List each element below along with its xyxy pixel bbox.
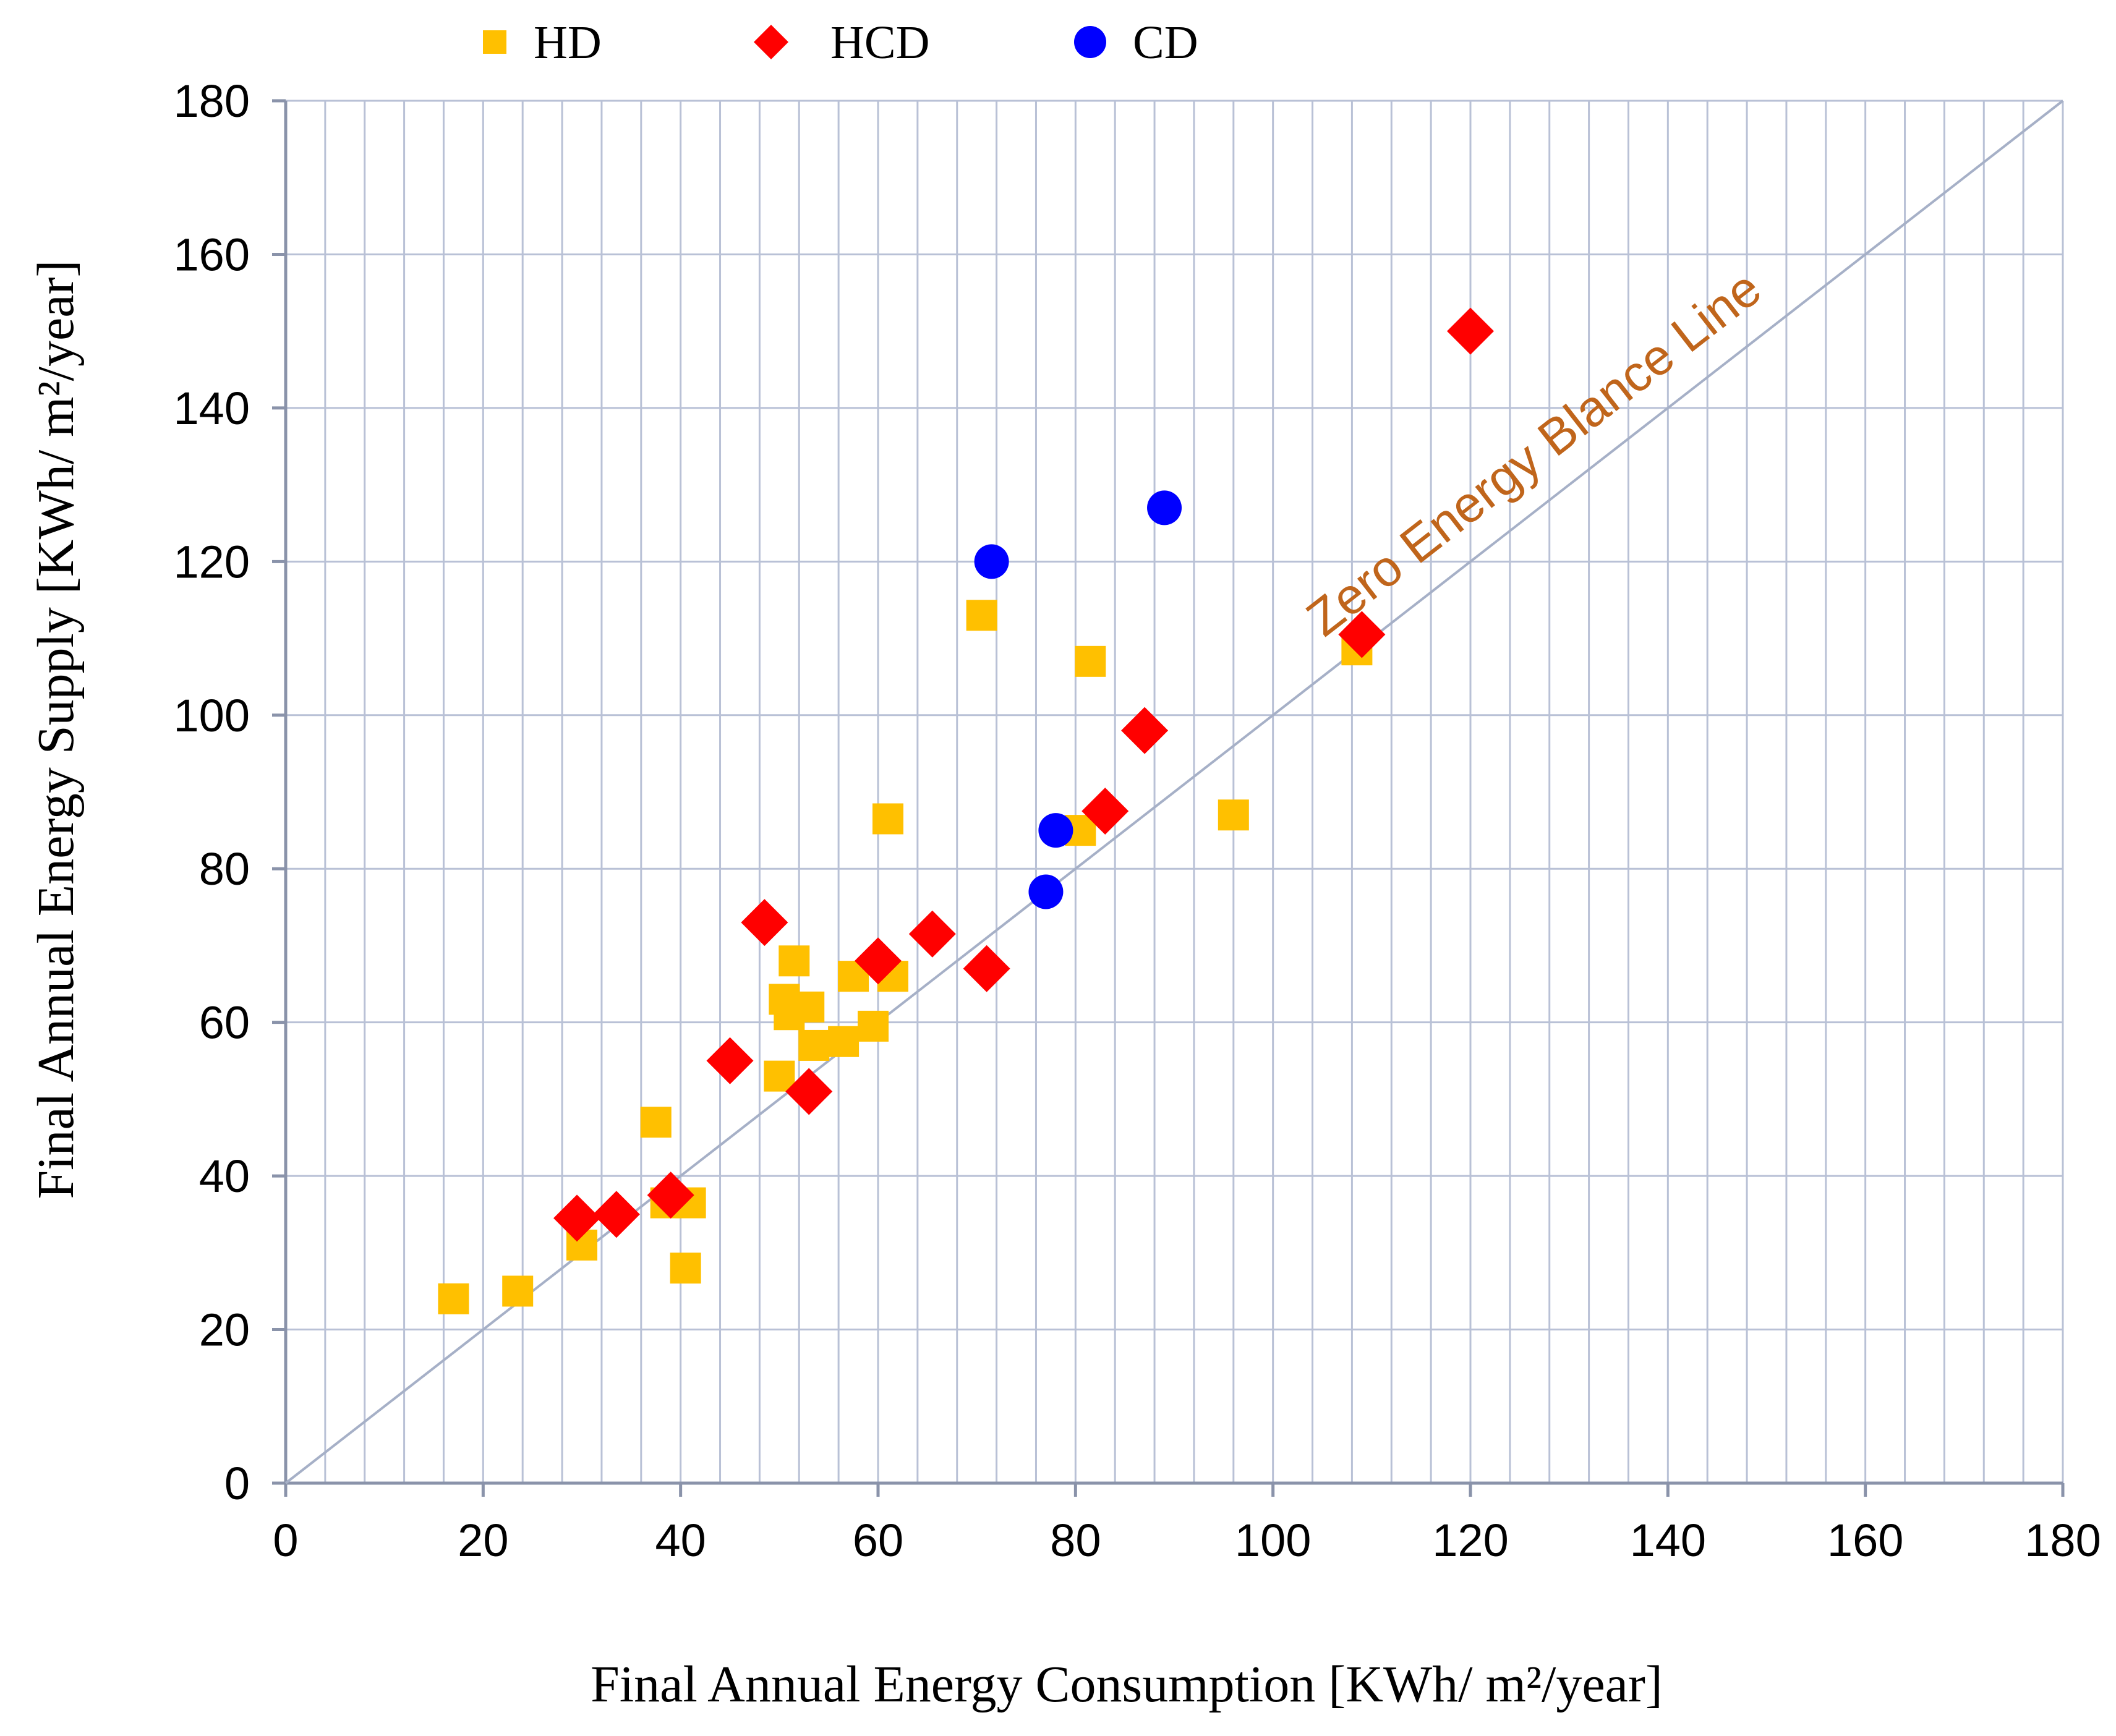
hcd-point xyxy=(553,1194,601,1242)
y-tick-label: 40 xyxy=(199,1151,250,1202)
y-tick-label: 140 xyxy=(174,383,250,434)
y-tick-label: 180 xyxy=(174,75,250,127)
x-tick-label: 180 xyxy=(2024,1515,2101,1566)
data-points xyxy=(438,307,1494,1314)
zero-energy-balance-line-group: Zero Energy Blance Line xyxy=(284,100,2064,1484)
y-tick-label: 60 xyxy=(199,997,250,1049)
hd-point xyxy=(1075,645,1106,677)
hcd-point xyxy=(855,937,902,985)
x-tick-label: 40 xyxy=(655,1515,706,1566)
hd-point xyxy=(438,1283,469,1314)
hd-point xyxy=(858,1010,889,1042)
y-tick-label: 120 xyxy=(174,536,250,587)
cd-point xyxy=(1038,813,1073,848)
zero-energy-balance-label: Zero Energy Blance Line xyxy=(1297,260,1772,647)
cd-point xyxy=(1028,874,1064,909)
cd-point xyxy=(974,544,1009,579)
hcd-point xyxy=(1121,707,1169,754)
hcd-point xyxy=(908,910,956,958)
hd-point xyxy=(966,600,997,631)
y-tick-label: 20 xyxy=(199,1304,250,1356)
x-tick-label: 0 xyxy=(273,1515,298,1566)
legend-hd-label: HD xyxy=(534,17,602,69)
hd-point xyxy=(779,945,810,977)
y-tick-label: 0 xyxy=(224,1458,250,1509)
zero-energy-balance-line xyxy=(284,100,2064,1484)
y-tick-label: 80 xyxy=(199,843,250,895)
x-tick-label: 20 xyxy=(458,1515,508,1566)
x-axis-title: Final Annual Energy Consumption [KWh/ m²… xyxy=(591,1656,1663,1713)
y-axis-title: Final Annual Energy Supply [KWh/ m²/year… xyxy=(27,260,85,1199)
legend-cd-label: CD xyxy=(1133,17,1198,69)
cd-point xyxy=(1147,490,1182,525)
hcd-point xyxy=(741,899,788,947)
hcd-point xyxy=(1081,788,1129,835)
hcd-point xyxy=(592,1191,640,1238)
legend-hcd-marker xyxy=(754,25,788,59)
x-tick-label: 140 xyxy=(1630,1515,1706,1566)
x-tick-label: 80 xyxy=(1050,1515,1101,1566)
hcd-point xyxy=(785,1068,833,1115)
hd-point xyxy=(764,1060,795,1092)
grid xyxy=(286,100,2064,1483)
x-tick-label: 100 xyxy=(1235,1515,1311,1566)
hcd-point xyxy=(1338,611,1386,658)
x-tick-label: 120 xyxy=(1432,1515,1508,1566)
hd-point xyxy=(670,1253,701,1284)
hcd-point xyxy=(963,945,1010,992)
hd-point xyxy=(793,991,825,1023)
hd-point xyxy=(502,1275,534,1307)
axes: 0 20 40 60 80 100 120 140 160 180 0 20 40 60 80 100 120 1… xyxy=(174,75,2101,1566)
hcd-point xyxy=(647,1172,694,1219)
legend: HD HCD CD xyxy=(483,17,1198,69)
legend-cd-marker xyxy=(1074,26,1106,58)
hcd-point xyxy=(706,1037,754,1084)
axis-labels: Final Annual Energy Consumption [KWh/ m²… xyxy=(27,260,1663,1713)
hd-point xyxy=(1218,799,1249,831)
x-tick-label: 60 xyxy=(853,1515,903,1566)
legend-hcd-label: HCD xyxy=(830,17,929,69)
hd-point xyxy=(798,1029,830,1061)
y-tick-label: 100 xyxy=(174,690,250,741)
hd-point xyxy=(828,1026,860,1057)
hcd-point xyxy=(1447,307,1494,355)
hd-point xyxy=(640,1107,672,1138)
x-tick-label: 160 xyxy=(1827,1515,1903,1566)
hd-point xyxy=(872,803,903,835)
legend-hd-marker xyxy=(483,30,506,54)
y-tick-label: 160 xyxy=(174,229,250,280)
